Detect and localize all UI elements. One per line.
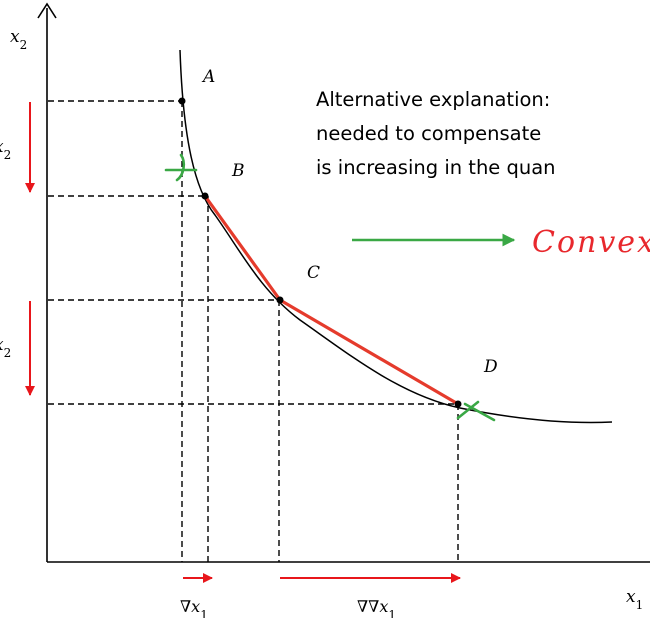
- point-d-label: D: [483, 357, 498, 377]
- tangent-marker-d: [456, 400, 496, 422]
- annotation-line-2: needed to compensate: [316, 122, 541, 145]
- point-c-label: C: [307, 263, 320, 283]
- point-d: [454, 400, 462, 408]
- point-a-label: A: [201, 67, 215, 87]
- chords: [203, 194, 460, 406]
- delta-x2-upper-label: x2: [0, 137, 11, 162]
- vertical-guides: [181, 101, 459, 562]
- chord-b-c: [203, 194, 282, 302]
- point-b: [201, 192, 209, 200]
- delta-x1-small-label: ∇x1: [180, 597, 208, 618]
- annotation-line-1: Alternative explanation:: [316, 88, 550, 111]
- horizontal-guides: [48, 100, 458, 405]
- point-b-label: B: [231, 161, 245, 181]
- delta-x2-lower-label: x2: [0, 335, 11, 360]
- indifference-curve: [179, 49, 613, 424]
- chord-c-d: [278, 298, 460, 406]
- delta-x1-large-label: ∇∇x1: [357, 597, 396, 618]
- x-axis-label: x1: [626, 587, 643, 612]
- y-axis-arrowhead: [37, 2, 57, 19]
- point-a: [178, 97, 186, 105]
- y-axis-label: x2: [10, 27, 27, 52]
- annotation-line-3: is increasing in the quan: [316, 156, 556, 179]
- tangent-marker-b: [164, 153, 198, 182]
- handwritten-note: Convex s: [532, 225, 650, 260]
- point-c: [276, 296, 284, 304]
